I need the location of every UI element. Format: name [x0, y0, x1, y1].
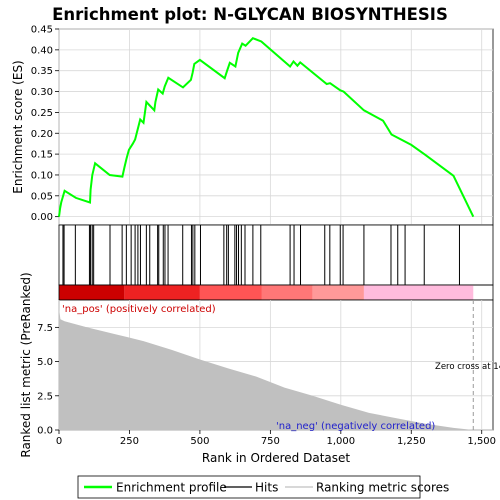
heat-bar-segment	[261, 285, 313, 300]
ranking-heat-bar	[59, 285, 474, 300]
legend-label-hits: Hits	[255, 481, 278, 495]
legend: Enrichment profile Hits Ranking metric s…	[77, 475, 449, 499]
es-y-tick-label: 0.10	[31, 170, 53, 181]
chart-title: Enrichment plot: N-GLYCAN BIOSYNTHESIS	[52, 5, 448, 24]
legend-label-enrichment: Enrichment profile	[116, 481, 227, 495]
hits-panel	[58, 224, 494, 301]
es-y-tick-label: 0.25	[31, 108, 53, 119]
ranking-y-axis-label: Ranked list metric (PreRanked)	[19, 272, 33, 457]
zero-cross-label: Zero cross at 1470	[435, 362, 500, 372]
pos-correlated-label: 'na_pos' (positively correlated)	[62, 304, 216, 315]
ranking-y-axis-ticks: 0.0 2.5 5.0 7.5	[37, 323, 59, 437]
heat-bar-segment	[363, 285, 474, 300]
x-tick-label: 750	[261, 436, 280, 447]
es-y-tick-label: 0.20	[31, 129, 53, 140]
ranking-y-tick-label: 2.5	[37, 391, 53, 402]
hits-marks	[62, 225, 460, 285]
enrichment-panel: 0.00 0.05 0.10 0.15 0.20 0.25 0.30 0.35 0.40 0.45…	[11, 25, 494, 226]
es-y-tick-label: 0.45	[31, 25, 53, 36]
es-y-tick-label: 0.35	[31, 66, 53, 77]
neg-correlated-label: 'na_neg' (negatively correlated)	[276, 421, 435, 432]
ranking-y-tick-label: 7.5	[37, 323, 53, 334]
es-y-tick-label: 0.05	[31, 191, 53, 202]
enrichment-plot-frame	[58, 28, 494, 226]
ranking-x-axis-ticks: 0 250 500 750 1,000 1,250 1,500	[56, 430, 496, 447]
x-tick-label: 0	[56, 436, 62, 447]
x-tick-label: 500	[190, 436, 209, 447]
x-tick-label: 1,250	[397, 436, 426, 447]
hits-frame	[58, 224, 494, 286]
es-y-axis-ticks: 0.00 0.05 0.10 0.15 0.20 0.25 0.30 0.35 0.40 0.45	[31, 25, 59, 223]
x-axis-label: Rank in Ordered Dataset	[202, 451, 350, 465]
es-gridlines	[58, 28, 493, 225]
ranking-metric-area	[59, 308, 474, 430]
x-tick-label: 250	[120, 436, 139, 447]
ranking-y-tick-label: 0.0	[37, 426, 53, 437]
es-y-tick-label: 0.15	[31, 150, 53, 161]
heat-bar-segment	[59, 285, 125, 300]
ranking-panel: 0.0 2.5 5.0 7.5 0 250 500 750 1,000 1,250 1,500 '…	[19, 272, 500, 465]
heat-bar-segment	[124, 285, 200, 300]
es-y-tick-label: 0.30	[31, 87, 53, 98]
enrichment-profile-line	[58, 37, 475, 218]
ranking-y-tick-label: 5.0	[37, 357, 53, 368]
x-tick-label: 1,000	[326, 436, 355, 447]
heat-bar-segment	[312, 285, 364, 300]
legend-label-ranking: Ranking metric scores	[316, 481, 449, 495]
heat-bar-segment	[199, 285, 262, 300]
x-tick-label: 1,500	[467, 436, 496, 447]
es-y-axis-label: Enrichment score (ES)	[11, 60, 25, 193]
es-y-tick-label: 0.40	[31, 45, 53, 56]
es-y-tick-label: 0.00	[31, 212, 53, 223]
